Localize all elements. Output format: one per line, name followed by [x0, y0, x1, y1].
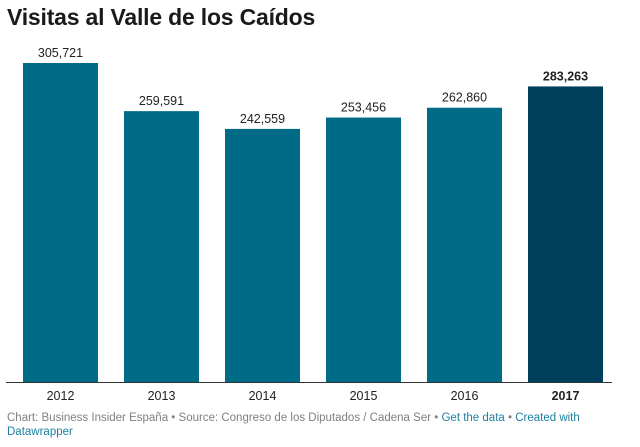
x-tick-label-2013: 2013	[148, 389, 176, 403]
get-data-link[interactable]: Get the data	[441, 412, 505, 424]
value-label-2017: 283,263	[543, 69, 588, 83]
bar-2015	[326, 117, 401, 383]
bar-2014	[225, 128, 300, 382]
value-label-2015: 253,456	[341, 101, 386, 115]
chart-title: Visitas al Valle de los Caídos	[7, 4, 316, 30]
value-label-2013: 259,591	[139, 94, 184, 108]
separator: •	[171, 412, 176, 424]
x-tick-label-2016: 2016	[451, 389, 479, 403]
bar-2012	[23, 63, 98, 382]
bar-2017	[528, 86, 603, 382]
x-tick-label-2012: 2012	[47, 389, 75, 403]
value-label-2014: 242,559	[240, 112, 285, 126]
separator: •	[507, 412, 513, 424]
created-with-datawrapper-link[interactable]: Created with Datawrapper	[7, 412, 580, 438]
bar-2016	[427, 107, 502, 383]
x-tick-label-2014: 2014	[249, 389, 277, 403]
separator: •	[434, 412, 439, 424]
chart-footer: Chart: Business Insider España • Source:…	[7, 411, 607, 439]
bar-2013	[124, 111, 199, 382]
source-text: Source: Congreso de los Diputados / Cade…	[178, 412, 432, 424]
chart-credit: Chart: Business Insider España	[7, 412, 169, 424]
value-label-2016: 262,860	[442, 91, 487, 105]
x-tick-label-2015: 2015	[350, 389, 378, 403]
bar-chart: 305,721 2012 259,591 2013 242,559 2014 253,456…	[6, 46, 612, 403]
x-tick-label-2017: 2017	[552, 389, 580, 403]
value-label-2012: 305,721	[38, 46, 83, 60]
